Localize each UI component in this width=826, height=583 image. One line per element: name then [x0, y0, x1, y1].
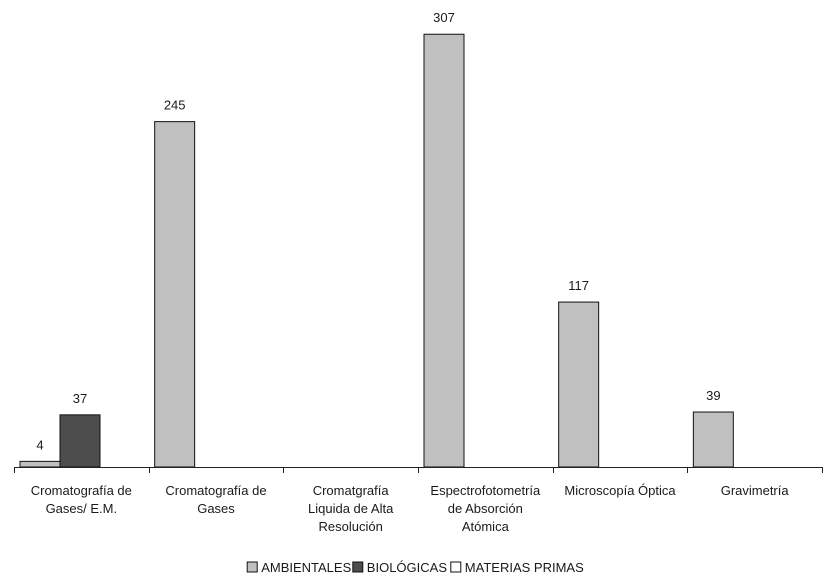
bar-ambientales-5: [692, 411, 734, 468]
data-label: 307: [433, 10, 455, 25]
legend-item: MATERIAS PRIMAS: [450, 560, 584, 575]
bar-ambientales-4: [558, 301, 600, 468]
legend-swatch: [246, 561, 258, 573]
legend-item: BIOLÓGICAS: [352, 560, 448, 575]
category-labels-group: Cromatografía de Gases/ E.M. Cromatografía…: [31, 483, 790, 534]
legend-swatch: [352, 561, 364, 573]
category-label: Gravimetría: [721, 483, 790, 498]
data-label: 37: [73, 391, 87, 406]
data-label: 39: [706, 388, 720, 403]
legend-label: MATERIAS PRIMAS: [465, 560, 584, 575]
bars-group: [19, 33, 734, 468]
legend-label: AMBIENTALES: [261, 560, 351, 575]
legend-item: AMBIENTALES: [246, 560, 352, 575]
x-axis: [14, 467, 823, 473]
data-label: 245: [164, 98, 186, 113]
legend-swatch: [450, 561, 462, 573]
bar-ambientales-1: [154, 121, 196, 468]
legend-label: BIOLÓGICAS: [367, 560, 448, 575]
bar-ambientales-0: [19, 460, 61, 468]
category-label: Cromatgrafía Liquida de Alta Resolución: [308, 483, 394, 534]
bar-ambientales-3: [423, 33, 465, 468]
data-label: 117: [568, 278, 589, 293]
category-label: Microscopía Óptica: [564, 483, 676, 498]
data-label: 4: [36, 437, 43, 452]
category-label: Cromatografía de Gases: [165, 483, 266, 516]
bar-biol-gicas-0: [59, 414, 101, 468]
data-labels-group: 4 37 245 307 117 39: [36, 10, 720, 452]
category-label: Espectrofotometría de Absorción Atómica: [430, 483, 541, 534]
legend: AMBIENTALES BIOLÓGICAS MATERIAS PRIMAS: [246, 560, 584, 575]
category-label: Cromatografía de Gases/ E.M.: [31, 483, 132, 516]
